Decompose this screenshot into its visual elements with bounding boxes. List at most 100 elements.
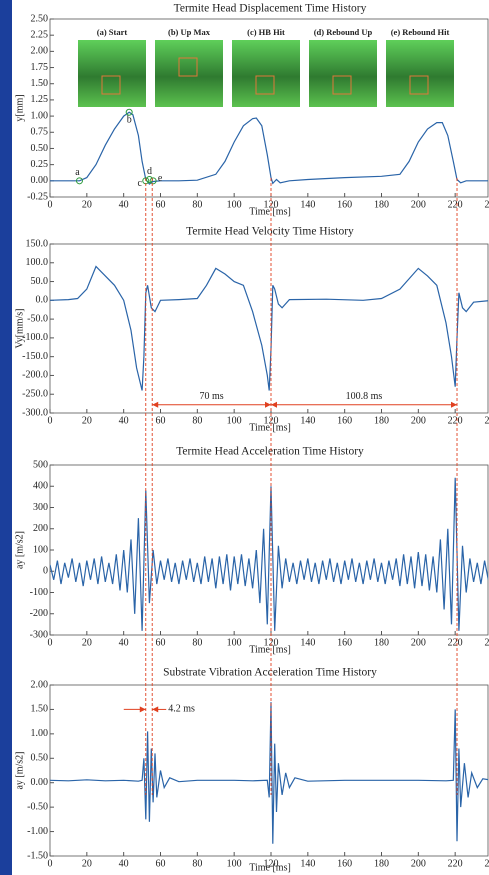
x-tick-label: 200 bbox=[411, 637, 426, 648]
arrow-head bbox=[152, 401, 159, 408]
y-tick-label: -0.50 bbox=[27, 801, 48, 812]
x-tick-label: 0 bbox=[48, 637, 53, 648]
x-tick-label: 80 bbox=[192, 415, 202, 426]
data-line bbox=[50, 111, 488, 185]
thumbnail-caption: (d) Rebound Up bbox=[314, 27, 373, 37]
y-tick-label: -1.00 bbox=[27, 826, 48, 837]
y-tick-label: 1.75 bbox=[31, 62, 49, 73]
x-axis-label: Time [ms] bbox=[249, 422, 291, 433]
y-tick-label: -300.0 bbox=[22, 407, 48, 418]
y-tick-label: 2.50 bbox=[31, 13, 49, 24]
x-tick-label: 140 bbox=[300, 637, 315, 648]
plot-area bbox=[49, 243, 489, 414]
x-tick-label: 220 bbox=[448, 415, 463, 426]
arrow-head bbox=[271, 401, 277, 408]
x-tick-label: 60 bbox=[156, 199, 166, 210]
x-tick-label: 0 bbox=[48, 199, 53, 210]
y-tick-label: 400 bbox=[33, 481, 48, 492]
data-line bbox=[50, 477, 488, 631]
y-tick-label: 0.00 bbox=[31, 777, 49, 788]
roi-box bbox=[178, 57, 198, 77]
x-axis-label: Time [ms] bbox=[249, 206, 291, 217]
thumbnail bbox=[155, 40, 223, 107]
x-tick-label: 240 bbox=[485, 858, 489, 869]
x-tick-label: 180 bbox=[374, 199, 389, 210]
thumbnail bbox=[386, 40, 454, 107]
x-tick-label: 100 bbox=[227, 199, 242, 210]
thumbnail bbox=[78, 40, 146, 107]
x-tick-label: 20 bbox=[82, 199, 92, 210]
x-tick-label: 200 bbox=[411, 415, 426, 426]
y-tick-label: -200.0 bbox=[22, 370, 48, 381]
y-tick-label: 1.00 bbox=[31, 110, 49, 121]
y-tick-label: 2.00 bbox=[31, 46, 49, 57]
data-line bbox=[50, 702, 488, 844]
thumbnail-caption: (a) Start bbox=[97, 27, 128, 37]
y-axis-label: Vy[mm/s] bbox=[14, 309, 25, 349]
x-tick-label: 40 bbox=[119, 637, 129, 648]
x-tick-label: 100 bbox=[227, 637, 242, 648]
x-tick-label: 220 bbox=[448, 637, 463, 648]
thumbnail-caption: (b) Up Max bbox=[168, 27, 211, 37]
plot-area bbox=[49, 684, 489, 857]
event-point bbox=[125, 108, 133, 116]
arrow-head bbox=[139, 706, 146, 713]
roi-box bbox=[332, 75, 352, 95]
x-tick-label: 80 bbox=[192, 637, 202, 648]
data-line bbox=[50, 265, 488, 391]
x-tick-label: 220 bbox=[448, 199, 463, 210]
thumbnail bbox=[232, 40, 300, 107]
x-tick-label: 0 bbox=[48, 858, 53, 869]
x-tick-label: 80 bbox=[192, 199, 202, 210]
x-tick-label: 140 bbox=[300, 858, 315, 869]
y-tick-label: 1.50 bbox=[31, 78, 49, 89]
x-tick-label: 200 bbox=[411, 858, 426, 869]
x-tick-label: 200 bbox=[411, 199, 426, 210]
annotation: 4.2 ms bbox=[168, 704, 195, 715]
y-tick-label: 1.50 bbox=[31, 704, 49, 715]
x-tick-label: 20 bbox=[82, 415, 92, 426]
x-tick-label: 120 bbox=[264, 637, 279, 648]
y-tick-label: 0 bbox=[43, 566, 48, 577]
x-tick-label: 120 bbox=[264, 858, 279, 869]
y-tick-label: 50.0 bbox=[31, 276, 49, 287]
event-point bbox=[145, 176, 153, 184]
x-tick-label: 180 bbox=[374, 415, 389, 426]
point-label: e bbox=[158, 173, 163, 184]
arrow-head bbox=[152, 706, 159, 713]
x-tick-label: 160 bbox=[337, 415, 352, 426]
roi-box bbox=[101, 75, 121, 95]
x-tick-label: 20 bbox=[82, 858, 92, 869]
x-tick-label: 140 bbox=[300, 415, 315, 426]
x-tick-label: 0 bbox=[48, 415, 53, 426]
y-tick-label: 0.75 bbox=[31, 127, 49, 138]
chart-title: Substrate Vibration Acceleration Time Hi… bbox=[163, 667, 377, 679]
y-tick-label: -50.0 bbox=[27, 313, 48, 324]
x-tick-label: 180 bbox=[374, 858, 389, 869]
x-tick-label: 60 bbox=[156, 637, 166, 648]
y-axis-label: y[mm] bbox=[14, 94, 25, 121]
y-tick-label: 0.25 bbox=[31, 159, 49, 170]
y-tick-label: 0.0 bbox=[36, 295, 49, 306]
x-tick-label: 40 bbox=[119, 199, 129, 210]
x-tick-label: 160 bbox=[337, 637, 352, 648]
event-point bbox=[149, 177, 157, 185]
x-tick-label: 100 bbox=[227, 415, 242, 426]
y-tick-label: 100 bbox=[33, 544, 48, 555]
y-axis-label: ay [m/s2] bbox=[14, 531, 25, 569]
chart-title: Termite Head Velocity Time History bbox=[186, 226, 354, 238]
y-tick-label: -1.50 bbox=[27, 850, 48, 861]
y-tick-label: 500 bbox=[33, 459, 48, 470]
annotation: 100.8 ms bbox=[346, 391, 383, 402]
x-tick-label: 180 bbox=[374, 637, 389, 648]
y-tick-label: 300 bbox=[33, 502, 48, 513]
chart-title: Termite Head Displacement Time History bbox=[174, 3, 367, 15]
y-tick-label: 100.0 bbox=[26, 257, 49, 268]
x-tick-label: 220 bbox=[448, 858, 463, 869]
y-tick-label: -200 bbox=[30, 608, 48, 619]
y-tick-label: -300 bbox=[30, 629, 48, 640]
x-tick-label: 160 bbox=[337, 199, 352, 210]
event-point bbox=[75, 177, 83, 185]
y-tick-label: 2.00 bbox=[31, 679, 49, 690]
